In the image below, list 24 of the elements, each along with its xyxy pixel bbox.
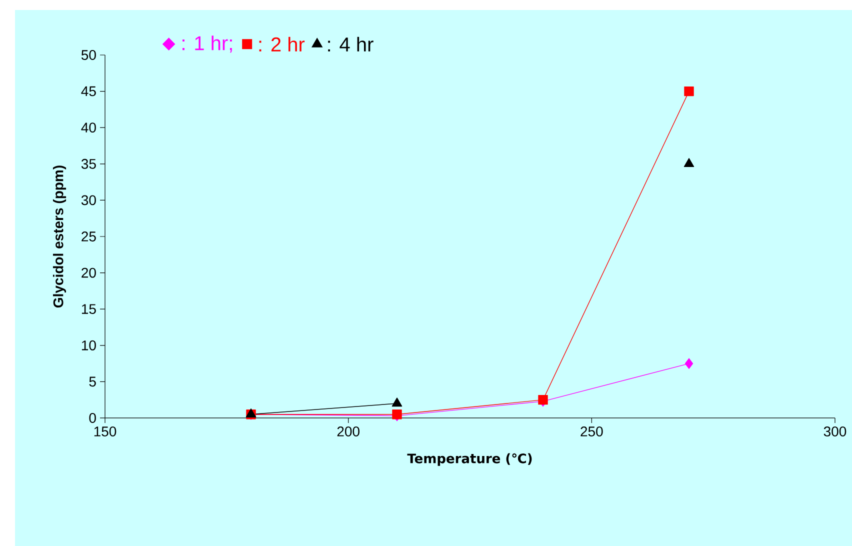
y-tick-label: 10 xyxy=(82,340,96,350)
y-axis-title: Glycidol esters (ppm) xyxy=(52,166,66,308)
legend-label: : 1 hr; xyxy=(182,36,232,53)
y-tick-label: 25 xyxy=(82,232,96,242)
point xyxy=(684,158,694,167)
y-tick-label: 0 xyxy=(89,413,96,423)
y-tick-label: 5 xyxy=(89,376,96,387)
point xyxy=(684,358,694,369)
x-tick-label: 150 xyxy=(94,426,116,436)
y-tick-label: 20 xyxy=(82,268,96,278)
y-tick-label: 15 xyxy=(82,304,96,314)
y-tick-label: 35 xyxy=(81,158,96,169)
point xyxy=(392,398,402,407)
y-tick-label: 50 xyxy=(81,50,96,60)
legend-label: : 4 hr xyxy=(328,36,374,52)
x-axis-title: Temperature (℃) xyxy=(407,453,532,466)
y-tick-label: 30 xyxy=(81,195,96,206)
point xyxy=(684,86,694,96)
legend-label: : 2 hr xyxy=(259,36,305,52)
x-tick-label: 300 xyxy=(824,426,846,436)
x-tick-label: 200 xyxy=(337,426,360,436)
y-tick-label: 45 xyxy=(81,86,96,96)
x-tick-label: 250 xyxy=(580,426,603,436)
y-tick-label: 40 xyxy=(81,122,96,133)
